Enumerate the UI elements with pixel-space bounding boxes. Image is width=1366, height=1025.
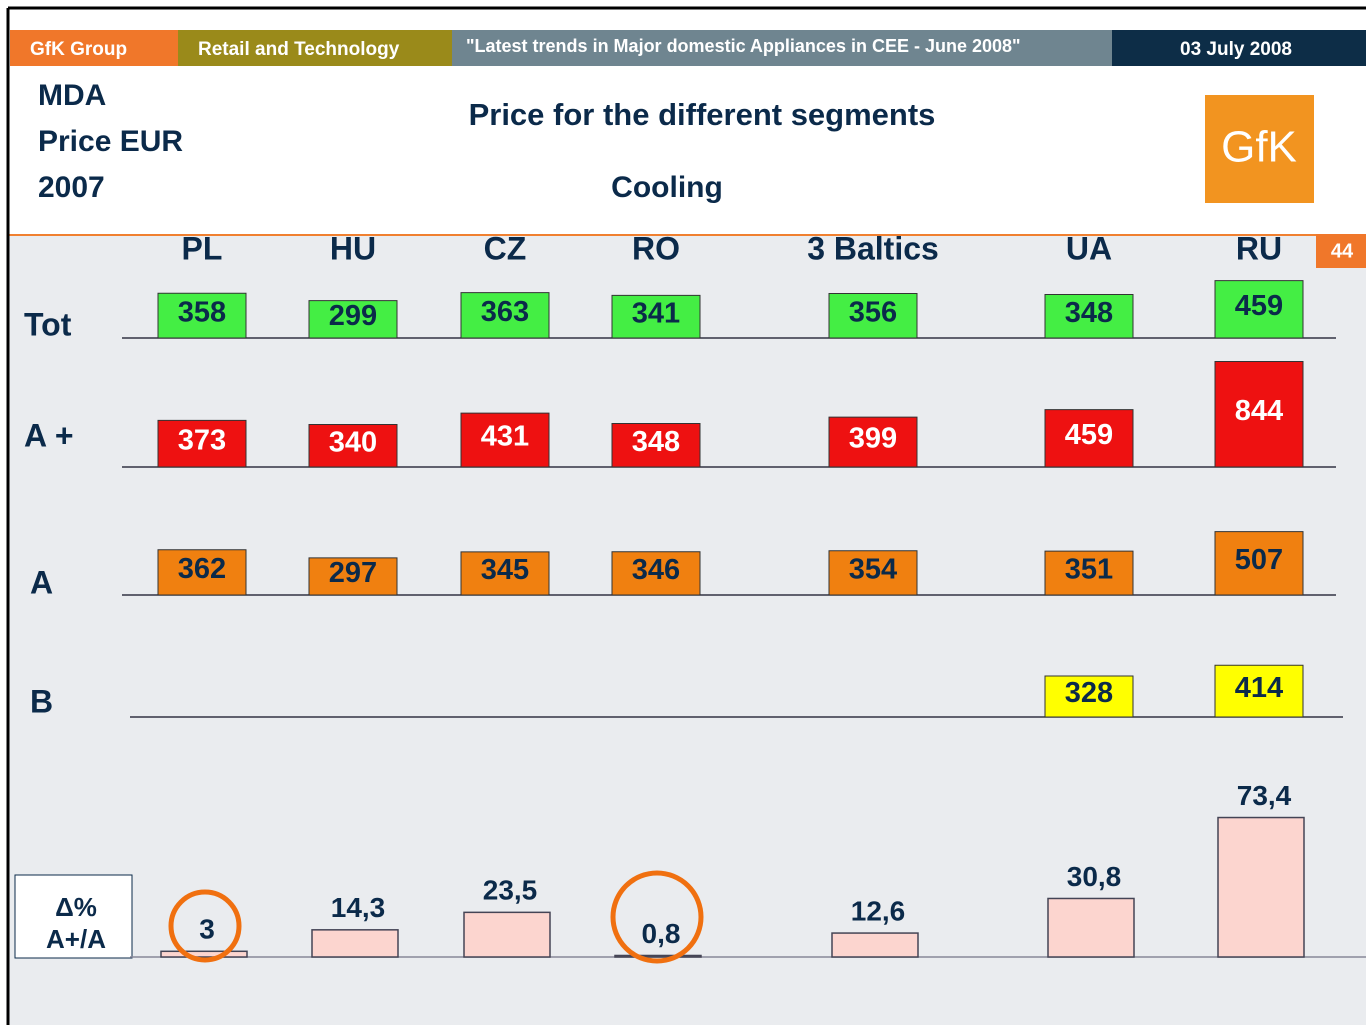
price-label: 354 <box>849 554 897 586</box>
column-label: UA <box>1066 230 1112 266</box>
delta-label: 30,8 <box>1067 861 1122 892</box>
price-label: 399 <box>849 423 897 455</box>
delta-bar <box>311 929 399 958</box>
price-box <box>1044 409 1134 468</box>
delta-label: 73,4 <box>1237 780 1292 811</box>
chart: PL HU CZ RO 3 Baltics UA RU Tot 358 299 363 341 356 3… <box>24 230 1366 958</box>
column-label: RO <box>632 230 680 266</box>
price-box <box>828 293 918 339</box>
highlight-circle <box>168 889 242 963</box>
price-label: 328 <box>1065 677 1113 709</box>
price-label: 351 <box>1065 554 1113 586</box>
column-label: CZ <box>484 230 527 266</box>
price-label: 414 <box>1235 672 1283 704</box>
price-box <box>611 423 701 468</box>
left-title: MDA <box>38 79 106 112</box>
header-cell <box>10 30 178 66</box>
price-box <box>460 551 550 596</box>
price-box <box>828 416 918 468</box>
price-box <box>1214 664 1304 718</box>
delta-row-label-line: A+/A <box>46 924 106 954</box>
price-box <box>308 300 398 339</box>
price-box <box>611 551 701 596</box>
delta-bar <box>614 954 702 958</box>
price-box <box>460 292 550 339</box>
price-label: 459 <box>1065 419 1113 451</box>
logo <box>1205 95 1314 203</box>
column-label: HU <box>330 230 376 266</box>
highlight-circle <box>610 870 704 964</box>
price-box <box>308 424 398 468</box>
column-label: PL <box>182 230 223 266</box>
row-label: A <box>30 564 53 600</box>
header-report: "Latest trends in Major domestic Applian… <box>466 36 1021 56</box>
page-number: 44 <box>1331 240 1354 262</box>
header-cell <box>452 30 1112 66</box>
price-box <box>1214 531 1304 596</box>
price-label: 348 <box>632 426 680 458</box>
column-label: RU <box>1236 230 1282 266</box>
price-label: 345 <box>481 554 529 586</box>
delta-label: 14,3 <box>331 892 386 923</box>
logo-text: GfK <box>1221 123 1297 172</box>
price-label: 340 <box>329 426 377 458</box>
header-group: GfK Group <box>30 39 127 60</box>
delta-bar <box>463 911 551 958</box>
delta-row-label: Δ% A+/A <box>46 892 106 954</box>
price-box <box>1214 280 1304 339</box>
row-label: Tot <box>24 306 72 342</box>
body-background <box>9 235 1366 1025</box>
price-label: 341 <box>632 297 680 329</box>
price-label: 459 <box>1235 290 1283 322</box>
chart-title: Price for the different segments <box>469 97 936 132</box>
row-label: B <box>30 683 53 719</box>
price-label: 299 <box>329 300 377 332</box>
price-box <box>1214 361 1304 468</box>
delta-bar <box>831 932 919 958</box>
price-label: 346 <box>632 554 680 586</box>
price-label: 363 <box>481 296 529 328</box>
header-division: Retail and Technology <box>198 39 400 60</box>
delta-label: 3 <box>199 914 215 945</box>
page-number-box <box>1316 234 1366 268</box>
price-box <box>460 412 550 468</box>
price-box <box>611 294 701 339</box>
price-box <box>1044 550 1134 596</box>
left-title: 2007 <box>38 171 105 204</box>
chart-subtitle: Cooling <box>611 171 723 204</box>
column-label: 3 Baltics <box>807 230 939 266</box>
header-cell <box>178 30 452 66</box>
price-box <box>828 550 918 596</box>
price-box <box>157 292 247 339</box>
header-cell <box>1112 30 1366 66</box>
delta-row-label-line: Δ% <box>55 892 97 922</box>
price-label: 358 <box>178 296 226 328</box>
price-box <box>157 549 247 596</box>
header-date: 03 July 2008 <box>1180 39 1292 60</box>
delta-bar <box>1217 816 1305 958</box>
delta-bar <box>1047 897 1135 958</box>
price-label: 348 <box>1065 297 1113 329</box>
delta-label: 23,5 <box>483 875 538 906</box>
price-label: 362 <box>178 553 226 585</box>
delta-label: 12,6 <box>851 895 906 926</box>
price-box <box>1044 294 1134 339</box>
price-box <box>157 419 247 468</box>
delta-bar <box>160 950 248 958</box>
price-label: 356 <box>849 296 897 328</box>
price-label: 844 <box>1235 395 1283 427</box>
price-label: 297 <box>329 557 377 589</box>
price-label: 373 <box>178 424 226 456</box>
price-box <box>308 557 398 596</box>
price-label: 431 <box>481 421 529 453</box>
delta-label-box <box>14 874 133 959</box>
row-label: A + <box>24 417 74 453</box>
price-box <box>1044 675 1134 718</box>
left-title: Price EUR <box>38 125 183 158</box>
price-label: 507 <box>1235 544 1283 576</box>
delta-label: 0,8 <box>642 918 681 949</box>
